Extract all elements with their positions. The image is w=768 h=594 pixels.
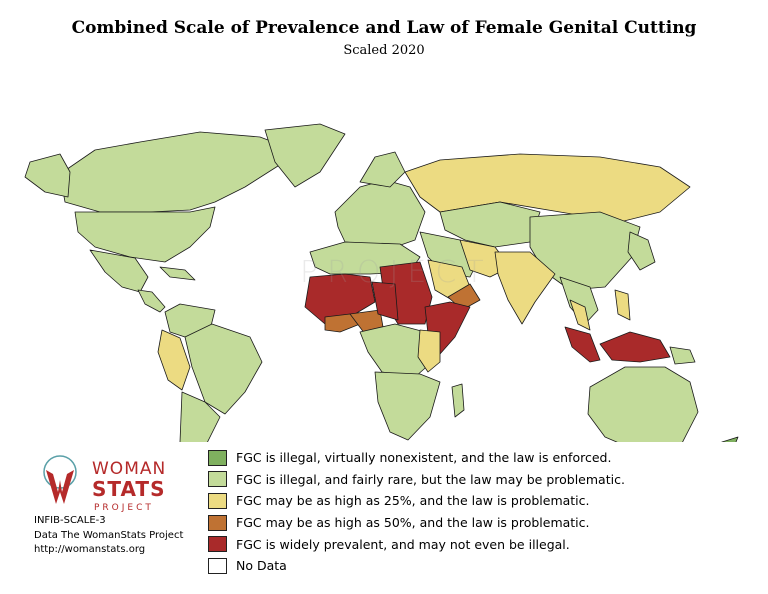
legend-swatch [208,557,227,574]
data-source: Data The WomanStats Project [34,529,184,541]
legend-label: FGC is illegal, virtually nonexistent, a… [236,450,612,466]
logo-line2: STATS [92,477,165,501]
region-malaysia-thailand [569,299,591,331]
region-central-africa [359,323,433,378]
logo-emblem-icon: WOMAN STATS PROJECT [43,455,166,513]
legend-label: No Data [236,558,287,574]
region-peru-ecuador [157,329,191,391]
map-subtitle: Scaled 2020 [343,43,425,58]
region-australia [587,366,699,442]
legend-label: FGC may be as high as 50%, and the law i… [236,515,590,531]
legend-label: FGC may be as high as 25%, and the law i… [236,493,590,509]
legend-item: FGC is illegal, and fairly rare, but the… [208,469,748,491]
region-philippines [614,289,631,321]
region-east-africa [417,329,441,373]
region-kazakhstan-central-asia [439,201,541,248]
legend-item: No Data [208,555,748,577]
region-southern-cone [179,391,221,442]
legend-swatch [208,449,227,466]
region-greenland [264,123,346,188]
region-papua-new-guinea [669,346,696,365]
region-madagascar [451,383,465,418]
legend: FGC is illegal, virtually nonexistent, a… [208,447,748,577]
legend-label: FGC is illegal, and fairly rare, but the… [236,471,625,487]
legend-item: FGC may be as high as 50%, and the law i… [208,512,748,534]
region-indonesia-west [564,326,601,363]
logo-line1: WOMAN [92,459,166,479]
legend-item: FGC is illegal, virtually nonexistent, a… [208,447,748,469]
region-indonesia-east [599,331,671,363]
map-code: INFIB-SCALE-3 [34,515,106,526]
region-southern-africa [374,371,441,441]
source-url: http://womanstats.org [34,544,146,555]
region-alaska [24,153,71,198]
womanstats-logo: WOMAN STATS PROJECT [34,452,184,514]
legend-swatch [208,536,227,553]
map-title: Combined Scale of Prevalence and Law of … [71,18,697,38]
region-canada [59,131,301,213]
region-central-america [137,289,166,313]
legend-swatch [208,514,227,531]
legend-label: FGC is widely prevalent, and may not eve… [236,536,570,552]
region-chad [371,281,399,321]
region-southeast-asia [559,276,599,325]
legend-item: FGC is widely prevalent, and may not eve… [208,533,748,555]
region-caribbean [159,266,196,281]
logo-line3: PROJECT [94,503,154,513]
region-usa [74,206,216,263]
legend-swatch [208,492,227,509]
credits-block: INFIB-SCALE-3 Data The WomanStats Projec… [34,514,183,558]
region-japan-korea [627,231,656,271]
region-brazil [184,323,263,415]
region-west-africa-coast [324,313,361,333]
region-west-africa-sahel [304,273,376,325]
region-india-pakistan [494,251,556,325]
region-scandinavia [359,151,406,188]
world-map [24,123,739,442]
watermark-text: PROJECT [300,255,493,290]
region-europe [334,179,426,248]
legend-swatch [208,471,227,488]
region-new-zealand [721,436,739,442]
legend-item: FGC may be as high as 25%, and the law i… [208,490,748,512]
region-china-mongolia [529,211,641,291]
